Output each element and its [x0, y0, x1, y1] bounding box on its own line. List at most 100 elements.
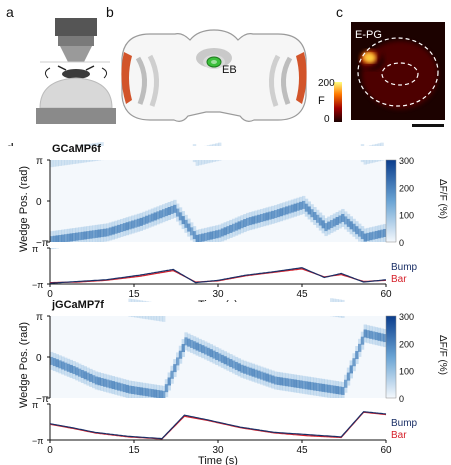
heatmap-cell [282, 207, 286, 216]
heatmap-cell [324, 223, 328, 232]
heatmap-cell [232, 223, 236, 232]
heatmap-cell [330, 220, 334, 229]
heatmap-cell [366, 330, 370, 339]
heatmap-cell [218, 229, 222, 238]
heatmap-cell [318, 217, 323, 226]
epg-label: E-PG [355, 29, 382, 41]
heatmap-cell [262, 372, 267, 381]
heatmap-cell [72, 366, 76, 375]
heatmap-cell [302, 380, 306, 389]
y-tick-label: −π [32, 436, 43, 446]
heatmap-cell [86, 231, 90, 240]
heatmap-cell [360, 336, 365, 345]
heatmap-cell [321, 383, 325, 392]
heatmap-cell [268, 374, 272, 383]
cbar-label: ΔF/F (%) [437, 335, 448, 375]
heatmap-cell [310, 209, 314, 218]
brain-schematic: EB [121, 29, 307, 122]
heatmap-cell [198, 234, 202, 243]
y-tick-label: π [32, 400, 38, 410]
heatmap-cell [363, 329, 367, 338]
colorbar-hot [334, 82, 342, 122]
heatmap-cell [145, 388, 149, 397]
heatmap-cell [190, 339, 194, 348]
heatmap-cell [358, 343, 362, 352]
heatmap-cell [148, 388, 152, 397]
heatmap-cell [209, 231, 213, 240]
heatmap-cell [83, 231, 87, 240]
heatmap-cell [117, 382, 121, 391]
heatmap-cell [358, 228, 362, 237]
heatmap-cell [254, 369, 258, 378]
heatmap-cell [117, 224, 121, 233]
ball-support [39, 77, 113, 109]
heatmap-cell [274, 210, 278, 219]
heatmap-cell [136, 386, 141, 395]
heatmap-cell [206, 347, 211, 356]
heatmap-cell [296, 202, 300, 211]
heatmap-cell [134, 219, 138, 228]
heatmap-cell [187, 223, 191, 232]
chart-title: GCaMP6f [52, 143, 101, 155]
objective-mid [58, 36, 94, 46]
cbar-tick-label: 0 [399, 238, 404, 248]
heatmap-cell [125, 222, 129, 231]
heatmap-cell [377, 332, 381, 341]
heatmap-cell [83, 371, 87, 380]
heatmap-cell [170, 205, 174, 214]
x-tick-label: 0 [47, 289, 53, 300]
heatmap-cell [215, 230, 219, 239]
heatmap-cell [248, 217, 253, 226]
heatmap-cell [338, 215, 342, 224]
heatmap-cell [195, 342, 199, 351]
heatmap-cell [153, 212, 157, 221]
cbar-tick-label: 200 [399, 183, 414, 193]
heatmap-cell [162, 209, 166, 218]
chart-title: jGCaMP7f [51, 299, 104, 311]
heatmap-cell [92, 375, 96, 384]
heatmap-cell [223, 356, 227, 365]
heatmap-cell [282, 377, 286, 386]
optic-lobe-right [296, 52, 307, 104]
heatmap-cell [341, 386, 345, 395]
eb-label: EB [222, 64, 237, 76]
heatmap-cell [150, 389, 155, 398]
heatmap-cell [131, 386, 135, 395]
x-tick-label: 30 [212, 289, 224, 300]
heatmap-cell [349, 221, 353, 230]
heatmap-cell [374, 230, 379, 239]
heatmap-cell [94, 376, 99, 385]
series-bump-line [49, 267, 387, 284]
optic-lobe-left [121, 52, 132, 104]
heatmap-cell [128, 221, 132, 230]
heatmap-cell [111, 381, 115, 390]
heatmap-cell [316, 214, 320, 223]
heatmap-cell [89, 373, 93, 382]
heatmap-cell [324, 384, 328, 393]
heatmap-cell [288, 205, 292, 214]
heatmap-cell [150, 213, 155, 222]
heatmap-cell [332, 218, 337, 227]
heatmap-cell [290, 379, 295, 388]
heatmap-cell [276, 209, 281, 218]
colorbar-blue [385, 159, 397, 243]
heatmap-cell [50, 356, 54, 365]
heatmap-cell [243, 365, 247, 374]
heatmap-cell [234, 222, 239, 231]
heatmap-cell [58, 360, 62, 369]
heatmap-cell [243, 219, 247, 228]
heatmap-cell [178, 350, 183, 359]
scale-bar [412, 124, 444, 127]
heatmap-cell [106, 228, 110, 237]
heatmap-cell [94, 229, 99, 238]
y-axis-label: Wedge Pos. (rad) [18, 322, 30, 408]
objective-top [55, 18, 97, 36]
heatmap-cell [61, 234, 65, 243]
heatmap-cell [299, 380, 303, 389]
heatmap-cell [139, 387, 143, 396]
heatmap-cell [360, 231, 365, 240]
heatmap-cell [55, 359, 59, 368]
heatmap-cell [58, 234, 62, 243]
heatmap-cell [346, 218, 351, 227]
